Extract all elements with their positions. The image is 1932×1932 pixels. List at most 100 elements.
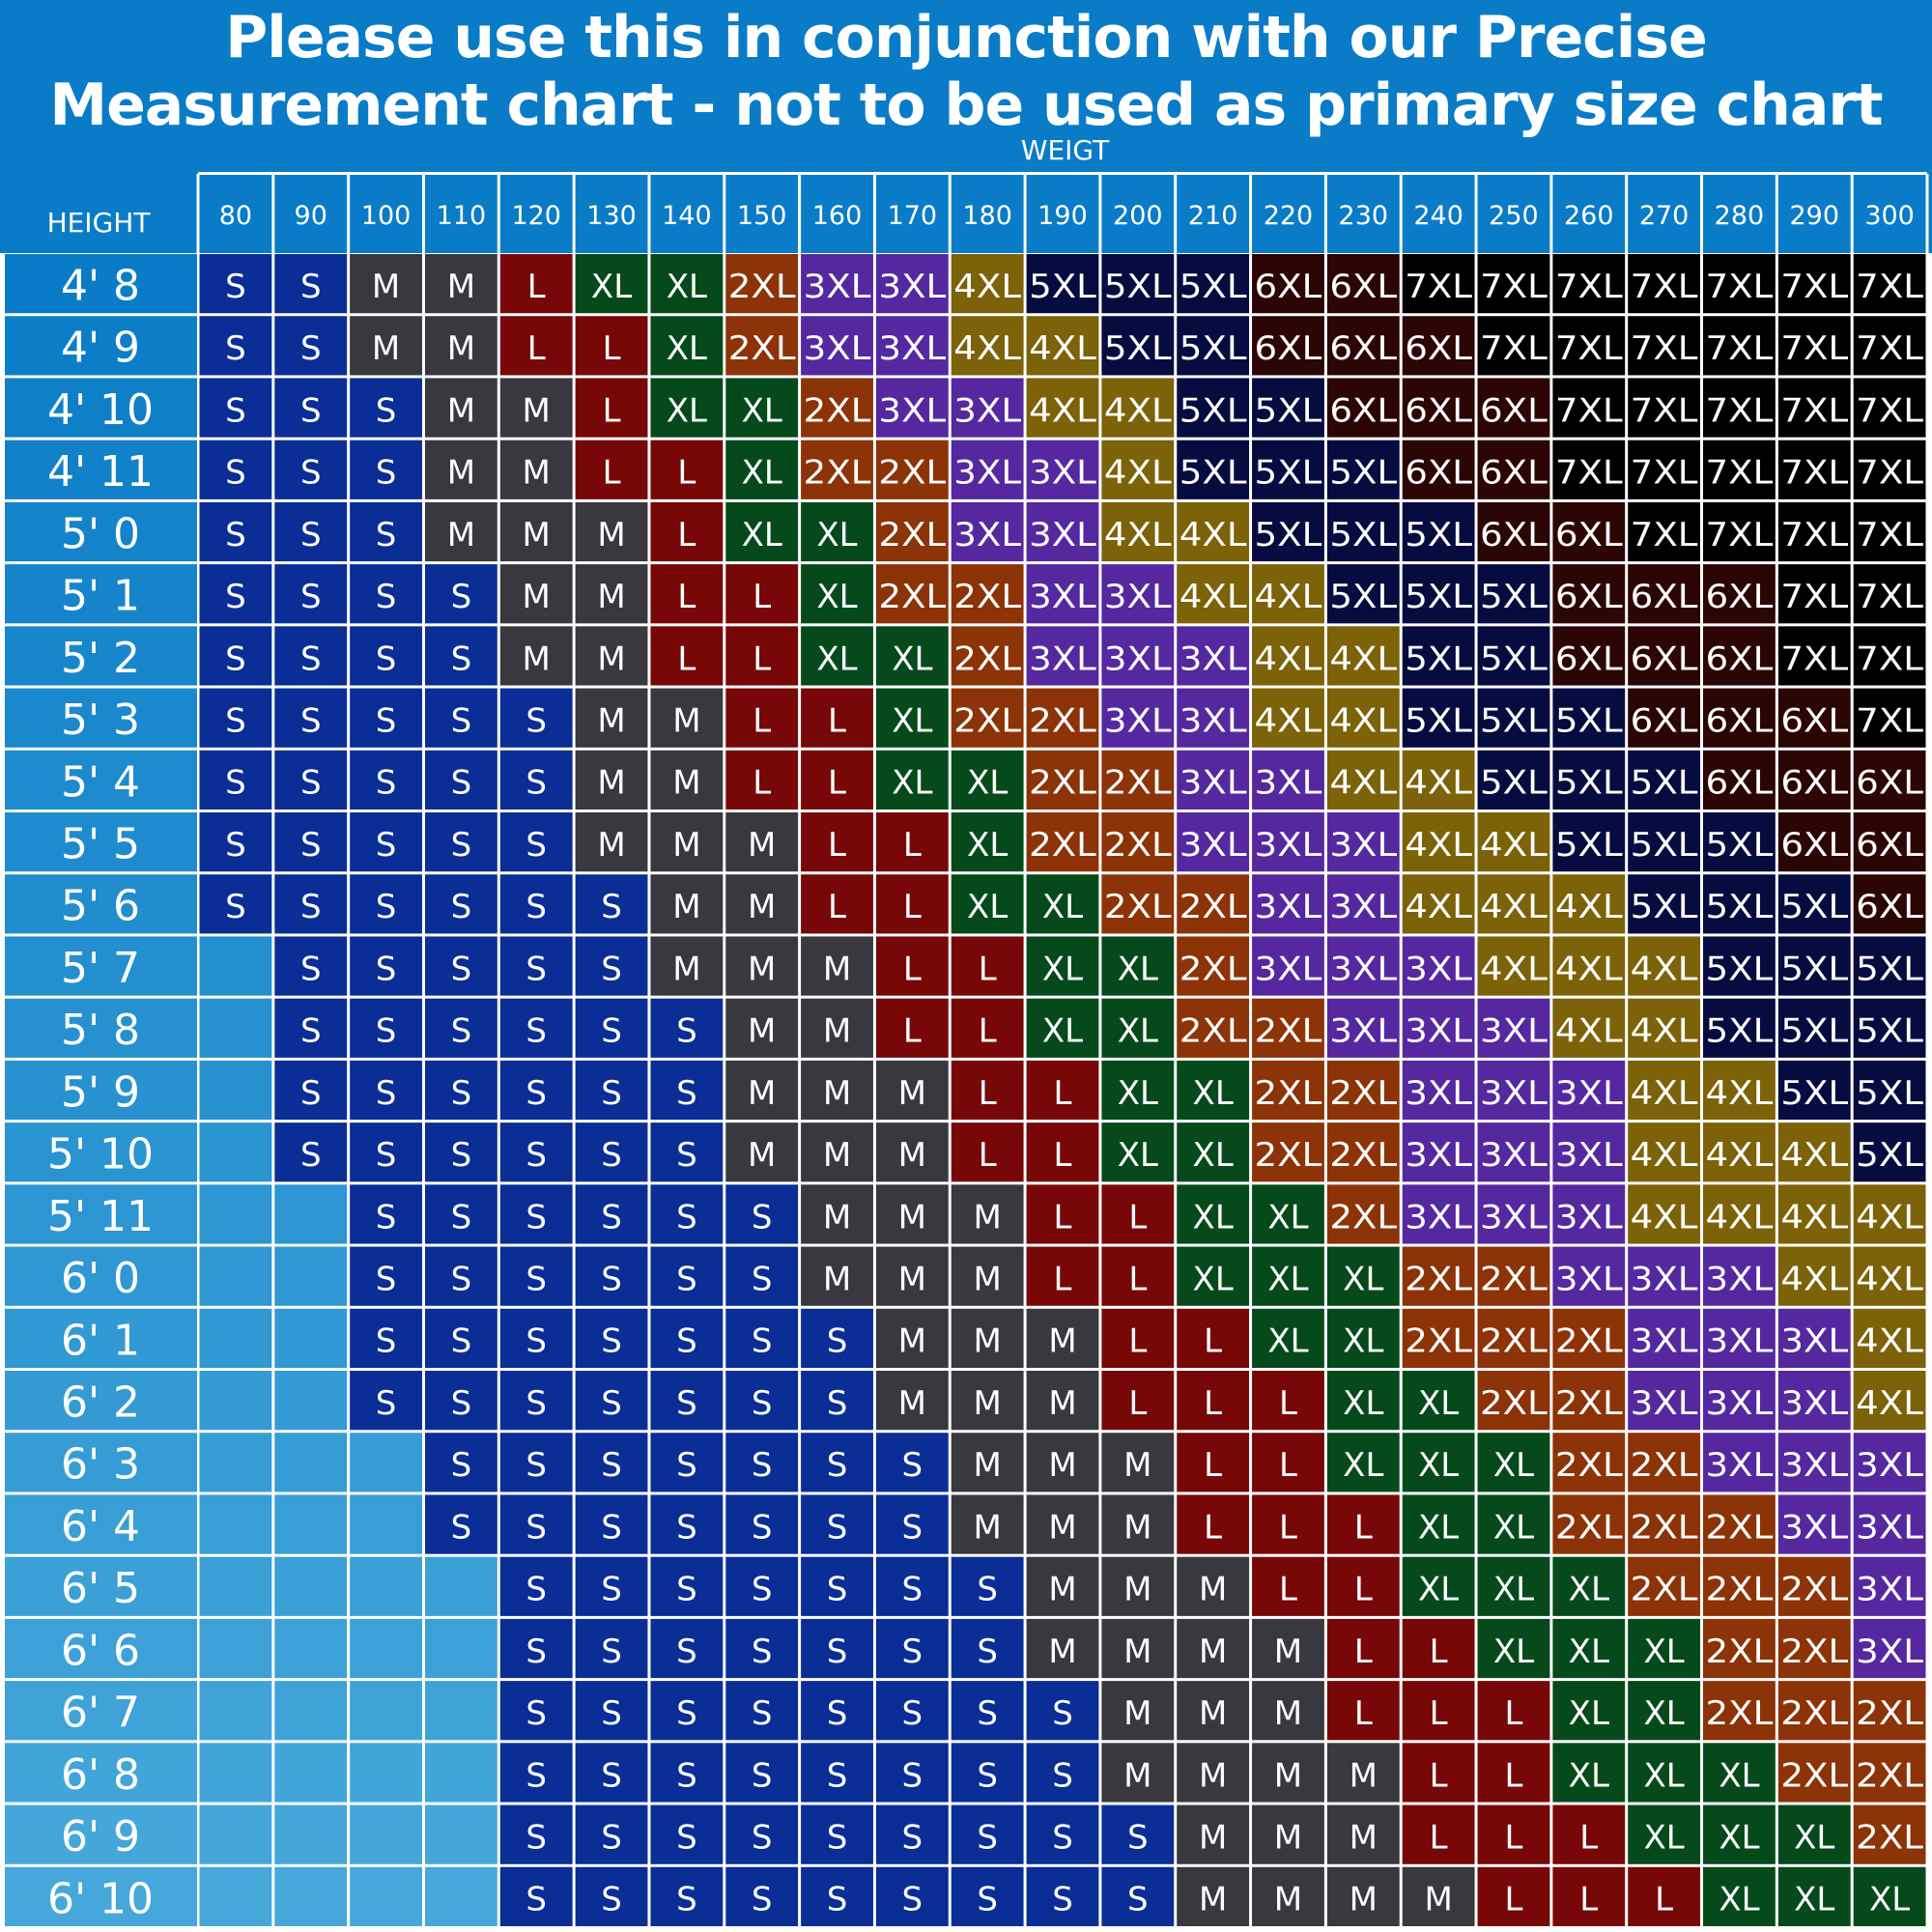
weight-header-cell (1326, 174, 1400, 251)
size-cell (1552, 378, 1626, 438)
size-cell-label: 6XL (1780, 826, 1848, 865)
size-cell-label: 7XL (1555, 454, 1623, 493)
size-cell (274, 936, 348, 996)
size-cell-label: S (752, 1446, 773, 1485)
size-cell (1552, 1494, 1626, 1554)
size-cell (1402, 874, 1475, 934)
size-cell-label: XL (1493, 1571, 1534, 1609)
size-cell-label: S (526, 764, 547, 803)
size-cell (1777, 564, 1851, 624)
size-cell-label: S (376, 578, 397, 616)
size-cell (875, 998, 949, 1058)
size-cell-label: L (1204, 1446, 1222, 1485)
height-tick-label: 6' 3 (61, 1440, 140, 1490)
size-cell (1703, 626, 1776, 686)
size-cell (801, 626, 873, 686)
grid-divider (497, 174, 500, 254)
size-cell (1252, 1246, 1324, 1306)
size-cell-label: M (447, 516, 475, 554)
size-cell (199, 812, 272, 872)
size-cell (1177, 1433, 1250, 1492)
size-cell-label: S (827, 1322, 848, 1361)
size-cell (875, 1122, 949, 1182)
size-cell (875, 1060, 949, 1121)
size-cell (350, 998, 422, 1058)
size-cell-label: 4XL (1179, 516, 1247, 554)
size-cell-label: S (902, 1633, 923, 1671)
size-cell-label: 2XL (878, 516, 946, 554)
size-cell (1628, 1743, 1701, 1803)
size-cell-label: 4XL (1405, 764, 1472, 803)
size-cell (1703, 1433, 1776, 1492)
size-cell (1703, 750, 1776, 810)
size-cell-label: M (1199, 1756, 1227, 1795)
weight-tick-label: 220 (1264, 201, 1314, 231)
size-cell (1853, 1308, 1926, 1368)
height-label-cell (5, 1866, 197, 1926)
weight-axis-label: WEIGT (1020, 134, 1110, 166)
size-cell-label: 6XL (1329, 329, 1397, 368)
size-cell-label: 3XL (1179, 702, 1247, 741)
size-cell (1703, 1246, 1776, 1306)
size-cell (1628, 1618, 1701, 1679)
size-cell (575, 1681, 648, 1741)
size-cell-label: 3XL (1405, 950, 1472, 988)
size-cell (499, 1804, 573, 1864)
size-cell (499, 1371, 573, 1431)
size-cell-label: S (601, 1322, 622, 1361)
size-cell-label: S (977, 1571, 998, 1609)
size-cell (1628, 1804, 1701, 1864)
weight-header-cell (1477, 174, 1550, 251)
size-cell (1101, 1556, 1175, 1616)
empty-cell (274, 1681, 348, 1741)
size-cell (350, 812, 422, 872)
size-cell (1777, 1308, 1851, 1368)
size-cell (1402, 1060, 1475, 1121)
size-cell (951, 378, 1024, 438)
size-cell (875, 1866, 949, 1926)
size-cell-label: 5XL (1631, 888, 1698, 926)
size-cell-label: L (527, 329, 546, 368)
size-cell (1853, 626, 1926, 686)
grid-divider (798, 174, 802, 254)
size-cell (951, 1184, 1024, 1244)
size-cell (1552, 1371, 1626, 1431)
size-cell-label: M (672, 888, 700, 926)
size-cell-label: XL (1569, 1694, 1609, 1733)
height-label-cell (5, 1308, 197, 1368)
size-cell-label: S (601, 1633, 622, 1671)
size-cell-label: 3XL (1405, 1136, 1472, 1175)
weight-tick-label: 280 (1715, 201, 1765, 231)
size-cell (650, 1122, 724, 1182)
size-cell (650, 626, 724, 686)
size-cell (1402, 501, 1475, 562)
size-cell-label: 5XL (1179, 391, 1247, 430)
size-cell-label: 7XL (1480, 329, 1548, 368)
size-cell-label: S (827, 1694, 848, 1733)
size-cell (875, 1804, 949, 1864)
size-cell-label: 3XL (1329, 1012, 1397, 1051)
size-cell (1628, 750, 1701, 810)
size-cell (725, 1681, 799, 1741)
empty-cell (350, 1494, 422, 1554)
height-tick-label: 5' 6 (61, 882, 140, 931)
size-cell (1177, 688, 1250, 748)
size-cell-label: S (300, 268, 322, 306)
size-cell-label: S (451, 1261, 472, 1299)
size-cell-label: 7XL (1856, 268, 1923, 306)
size-cell-label: M (748, 1074, 776, 1113)
size-cell-label: 2XL (1255, 1012, 1322, 1051)
size-cell (1628, 1556, 1701, 1616)
size-cell-label: M (748, 888, 776, 926)
grid-divider (572, 174, 576, 254)
size-cell (1326, 1556, 1400, 1616)
size-cell (1252, 316, 1324, 376)
size-cell-label: S (300, 454, 322, 493)
height-label-cell (5, 1618, 197, 1679)
size-cell-label: 2XL (953, 639, 1021, 678)
size-cell (1177, 564, 1250, 624)
size-cell-label: S (526, 1571, 547, 1609)
size-cell-label: M (748, 950, 776, 988)
height-label-cell (5, 1494, 197, 1554)
size-cell (1477, 378, 1550, 438)
